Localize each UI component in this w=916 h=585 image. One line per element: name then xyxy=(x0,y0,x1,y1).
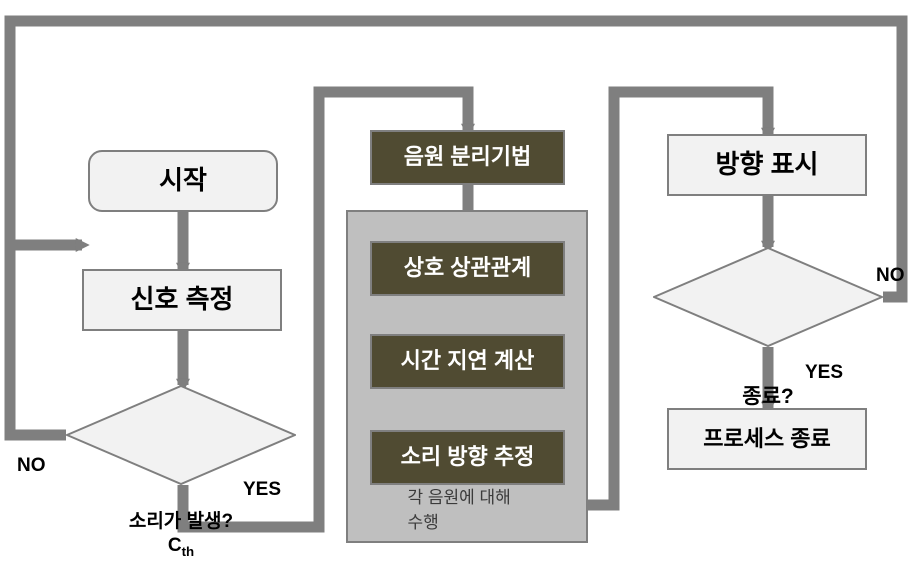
edge-label-yes2: YES xyxy=(805,362,843,384)
node-display: 방향 표시 xyxy=(667,134,867,196)
node-start-label: 시작 xyxy=(159,164,207,198)
node-end: 프로세스 종료 xyxy=(667,408,867,470)
edge-label-no1: NO xyxy=(17,455,46,477)
node-correlation: 상호 상관관계 xyxy=(370,241,565,296)
sound-check-line1: 소리가 발생? xyxy=(129,510,233,534)
edge-label-no2: NO xyxy=(876,265,905,287)
node-sound-check: 소리가 발생? Cth xyxy=(66,385,296,485)
node-delay: 시간 지연 계산 xyxy=(370,334,565,389)
group-label: 각 음원에 대해 수행 xyxy=(408,483,527,533)
node-start: 시작 xyxy=(88,150,278,212)
node-delay-label: 시간 지연 계산 xyxy=(401,347,535,376)
node-measure: 신호 측정 xyxy=(82,269,282,331)
node-separation: 음원 분리기법 xyxy=(370,130,565,185)
node-estimate-label: 소리 방향 추정 xyxy=(401,443,535,472)
sound-check-line2: Cth xyxy=(168,534,194,560)
node-end-check: 종료? xyxy=(653,247,883,347)
edge-label-yes1: YES xyxy=(243,479,281,501)
node-estimate: 소리 방향 추정 xyxy=(370,430,565,485)
end-check-label: 종료? xyxy=(742,384,793,410)
node-correlation-label: 상호 상관관계 xyxy=(404,254,532,283)
node-measure-label: 신호 측정 xyxy=(131,283,234,317)
node-separation-label: 음원 분리기법 xyxy=(404,143,532,172)
node-display-label: 방향 표시 xyxy=(716,148,819,182)
node-end-label: 프로세스 종료 xyxy=(703,425,831,454)
